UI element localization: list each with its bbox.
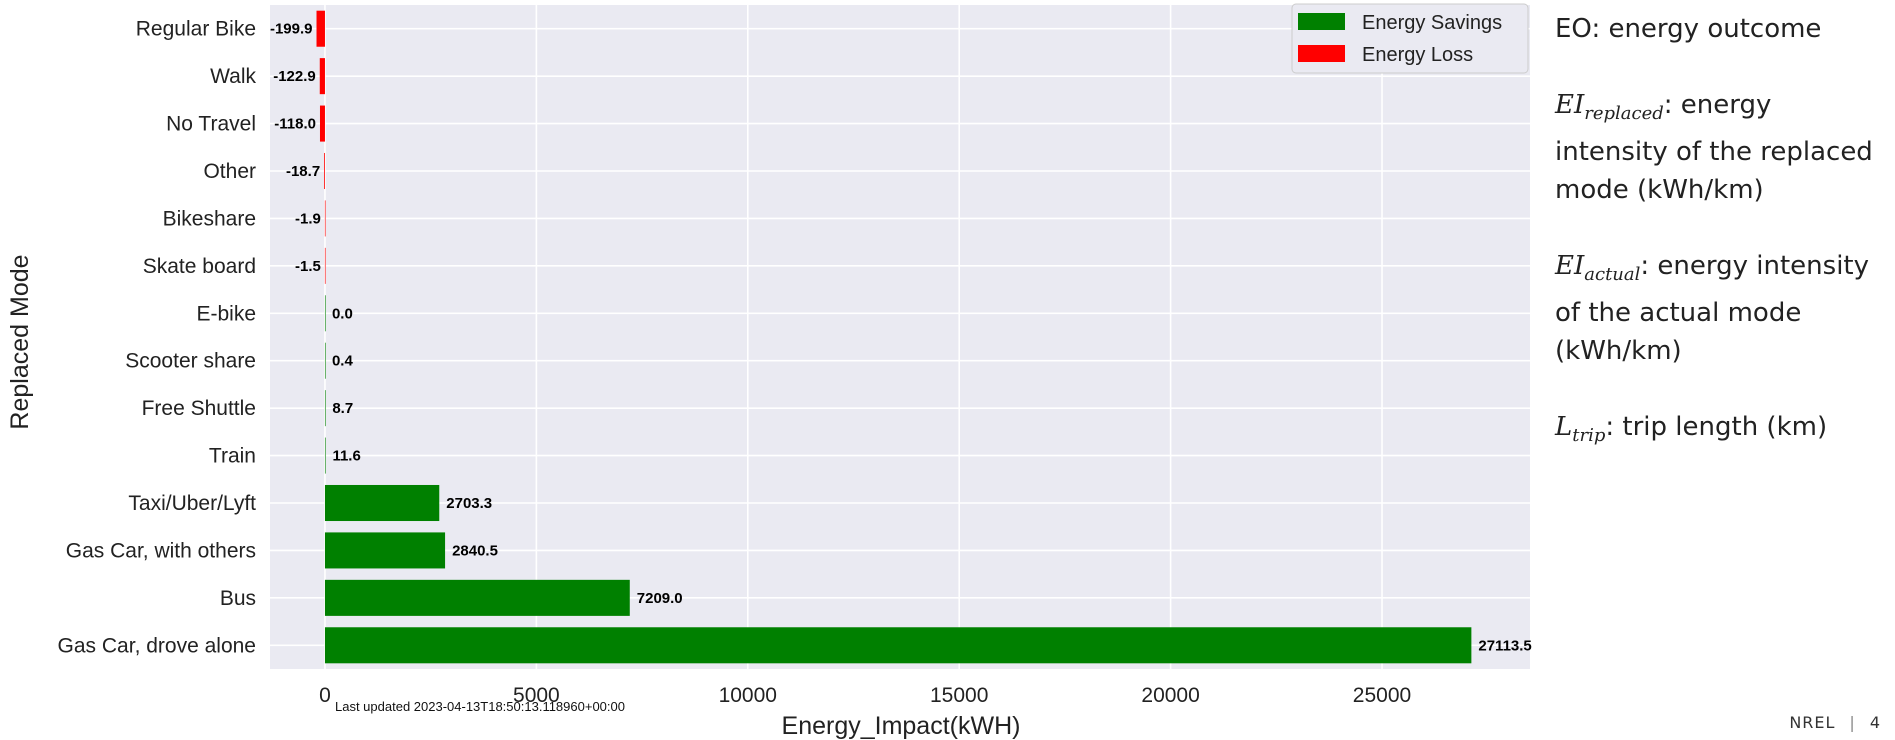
x-axis-label: Energy_Impact(kWH) [782,712,1021,740]
note-eo: EO: energy outcome [1555,10,1890,48]
bars [316,10,1472,664]
y-axis-label: Replaced Mode [6,254,34,429]
bar-savings [324,342,326,379]
y-tick-label: Train [209,445,256,468]
bar-value-label: 11.6 [332,448,360,465]
footer-separator: | [1849,713,1856,732]
note-ei-actual: EIactual: energy intensity of the actual… [1555,247,1890,370]
x-tick-label: 0 [319,684,331,707]
bar-loss [324,200,326,237]
bar-value-label: -118.0 [274,116,316,133]
legend-label-loss: Energy Loss [1362,44,1473,66]
y-tick-label: Other [203,160,256,183]
x-tick-label: 25000 [1353,684,1411,707]
l-trip-symbol: Ltrip [1555,412,1606,447]
note-ei-replaced: EIreplaced: energy intensity of the repl… [1555,86,1890,209]
slide-footer: NREL | 4 [1789,713,1881,732]
y-tick-labels: Regular Bike Walk No Travel Other Bikeshare S… [58,18,257,658]
bar-value-label: 0.0 [332,305,353,322]
y-tick-label: Taxi/Uber/Lyft [128,492,256,515]
bar-value-label: -1.5 [295,258,321,275]
eo-text: : energy outcome [1591,14,1822,44]
x-tick-labels: 0 5000 10000 15000 20000 25000 [319,684,1411,707]
y-tick-label: E-bike [196,302,256,325]
bar-value-label: -122.9 [273,68,316,85]
bar-savings [324,579,630,616]
bar-value-label: -18.7 [286,163,320,180]
y-tick-label: No Travel [166,113,256,136]
bar-savings [324,627,1472,664]
x-tick-label: 10000 [719,684,777,707]
plot-background [270,5,1530,669]
bar-value-label: 8.7 [332,400,353,417]
bar-value-label: -1.9 [295,210,321,227]
bar-savings [324,437,326,474]
y-tick-label: Bikeshare [163,207,256,230]
x-tick-label: 15000 [930,684,988,707]
y-tick-label: Gas Car, with others [66,539,256,562]
footer-page-number: 4 [1869,713,1881,732]
bar-loss [324,152,325,190]
legend-swatch-loss [1298,45,1345,62]
ei-replaced-symbol: EIreplaced [1555,90,1664,125]
bar-loss [319,58,325,95]
y-tick-label: Skate board [143,255,256,278]
bar-savings [324,390,326,427]
bar-loss [319,105,325,142]
value-labels: -199.9 -122.9 -118.0 -18.7 -1.9 -1.5 0.0 0.4 8.7… [270,21,1532,655]
x-tick-label: 20000 [1141,684,1199,707]
y-tick-label: Walk [210,65,256,88]
bar-value-label: 2703.3 [446,495,492,512]
legend-box [1291,3,1529,74]
x-tick-label: 5000 [513,684,560,707]
bar-value-label: 0.4 [332,353,354,370]
grid-lines [270,5,1530,669]
bar-value-label: 2840.5 [452,542,498,559]
y-tick-label: Scooter share [125,350,256,373]
footer-org: NREL [1789,713,1836,732]
y-tick-label: Bus [220,587,256,610]
bar-savings [324,484,440,522]
last-updated-annotation: Last updated 2023-04-13T18:50:13.118960+… [335,699,625,714]
bar-savings [324,295,326,332]
legend-label-savings: Energy Savings [1362,12,1502,34]
legend: Energy Savings Energy Loss [1291,3,1529,74]
bar-loss [316,10,325,47]
bar-value-label: -199.9 [270,21,313,38]
bar-loss [324,247,326,284]
bar-value-label: 7209.0 [637,590,683,607]
energy-impact-chart: -199.9 -122.9 -118.0 -18.7 -1.9 -1.5 0.0 0.4 8.7… [6,3,1532,740]
eo-symbol: EO [1555,14,1592,44]
bar-savings [324,532,446,569]
y-tick-label: Regular Bike [136,18,256,41]
ei-actual-text: : energy intensity of the actual mode (k… [1555,251,1869,367]
y-tick-label: Free Shuttle [142,397,256,420]
l-trip-text: : trip length (km) [1605,412,1828,443]
bar-value-label: 27113.5 [1478,637,1531,654]
ei-actual-symbol: EIactual [1555,251,1641,286]
y-tick-label: Gas Car, drove alone [58,634,256,657]
note-l-trip: Ltrip: trip length (km) [1555,408,1890,455]
formula-notes: EO: energy outcome EIreplaced: energy in… [1555,10,1890,494]
legend-swatch-savings [1298,13,1345,30]
ei-replaced-text: : energy intensity of the replaced mode … [1555,90,1873,206]
